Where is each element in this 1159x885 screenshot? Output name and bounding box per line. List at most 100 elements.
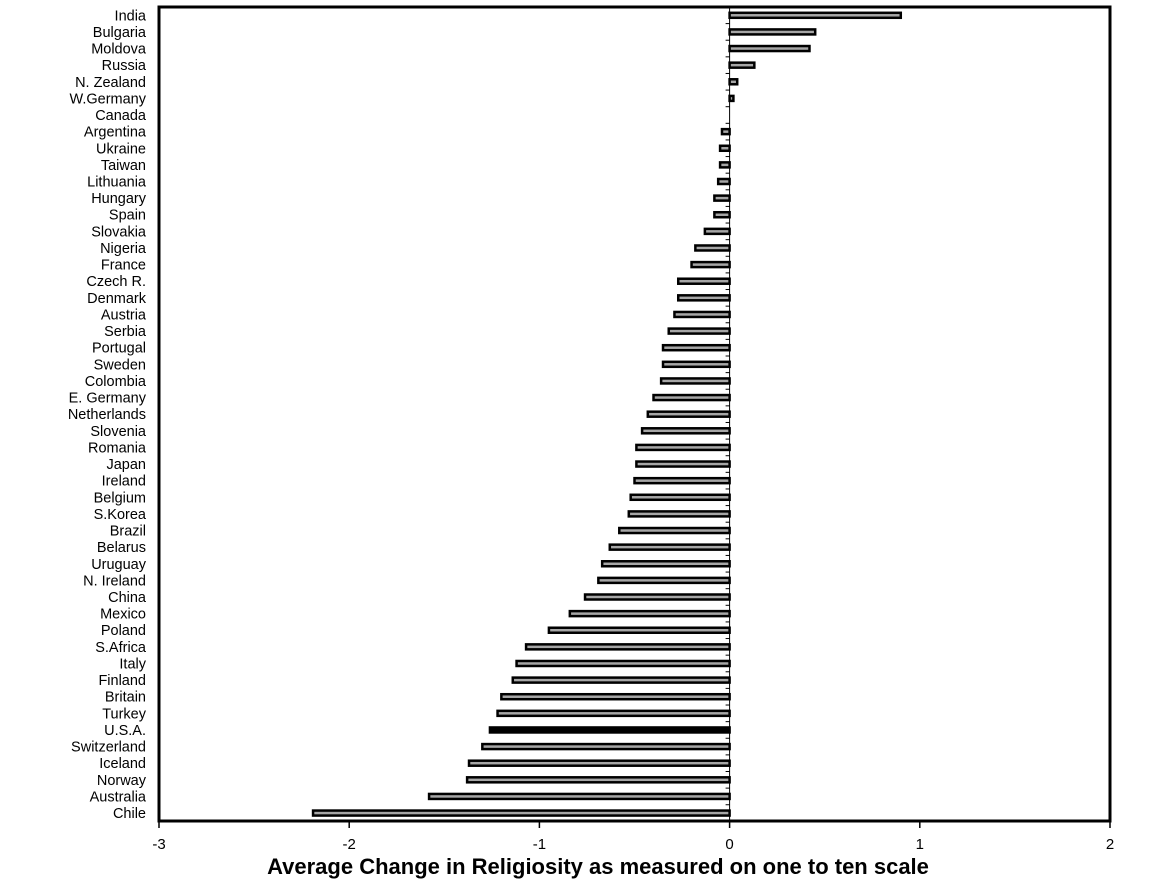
bar-w-germany — [728, 94, 735, 103]
bar-china — [583, 593, 731, 601]
bar-austria — [673, 310, 731, 319]
bar-slovakia — [703, 227, 731, 236]
bar-hungary — [713, 194, 731, 202]
bar-norway — [465, 776, 731, 784]
category-label-russia: Russia — [102, 58, 147, 74]
bar-denmark — [676, 294, 731, 302]
category-label-iceland: Iceland — [99, 756, 146, 772]
bar-belarus — [608, 543, 731, 551]
bar-u-s-a — [488, 726, 731, 734]
category-label-brazil: Brazil — [110, 524, 146, 540]
category-label-nigeria: Nigeria — [100, 241, 147, 257]
category-label-hungary: Hungary — [91, 191, 147, 207]
category-label-w-germany: W.Germany — [69, 91, 146, 107]
category-label-moldova: Moldova — [91, 42, 147, 58]
bar-turkey — [496, 709, 731, 718]
x-axis-title: Average Change in Religiosity as measure… — [267, 854, 929, 879]
bar-ireland — [633, 476, 731, 485]
bar-s-korea — [627, 510, 731, 518]
category-label-sweden: Sweden — [94, 357, 146, 373]
category-label-romania: Romania — [88, 440, 147, 456]
category-label-chile: Chile — [113, 806, 146, 822]
category-label-slovenia: Slovenia — [90, 424, 147, 440]
x-axis-group: -3 -2 -1 0 1 2 — [152, 821, 1114, 853]
bar-czech-r — [676, 277, 731, 285]
bar-sweden — [661, 360, 731, 369]
bar-brazil — [618, 526, 731, 535]
category-label-norway: Norway — [97, 773, 147, 789]
bar-e-germany — [652, 393, 731, 402]
bar-n-ireland — [597, 576, 731, 585]
category-label-slovakia: Slovakia — [91, 224, 147, 240]
bar-n-zealand — [728, 78, 739, 86]
category-label-switzerland: Switzerland — [71, 740, 146, 756]
x-tick-label: 2 — [1106, 836, 1114, 853]
category-label-france: France — [101, 258, 146, 274]
category-label-canada: Canada — [95, 108, 147, 124]
bar-serbia — [667, 327, 731, 335]
bar-italy — [515, 659, 731, 668]
category-label-belgium: Belgium — [94, 490, 146, 506]
category-label-ukraine: Ukraine — [96, 141, 146, 157]
bar-netherlands — [646, 410, 731, 418]
category-label-italy: Italy — [119, 656, 146, 672]
category-label-czech-r: Czech R. — [86, 274, 146, 290]
category-label-s-africa: S.Africa — [95, 640, 147, 656]
category-label-uruguay: Uruguay — [91, 557, 147, 573]
bar-france — [690, 260, 731, 269]
bar-russia — [728, 61, 756, 69]
category-label-n-zealand: N. Zealand — [75, 75, 146, 91]
bar-australia — [427, 792, 731, 801]
category-label-belarus: Belarus — [97, 540, 146, 556]
bar-s-africa — [524, 643, 731, 651]
bar-ukraine — [718, 144, 731, 153]
category-label-argentina: Argentina — [84, 125, 147, 141]
bar-uruguay — [600, 560, 731, 568]
category-label-n-ireland: N. Ireland — [83, 573, 146, 589]
category-label-taiwan: Taiwan — [101, 158, 146, 174]
category-label-lithuania: Lithuania — [87, 175, 147, 191]
bar-argentina — [720, 127, 731, 136]
category-label-u-s-a: U.S.A. — [104, 723, 146, 739]
bar-switzerland — [481, 742, 731, 751]
bar-belgium — [629, 493, 731, 502]
x-tick-label: -2 — [343, 836, 356, 853]
category-label-s-korea: S.Korea — [94, 507, 147, 523]
bar-japan — [635, 460, 731, 468]
category-label-finland: Finland — [98, 673, 146, 689]
bar-nigeria — [694, 244, 731, 252]
category-label-denmark: Denmark — [87, 291, 147, 307]
category-label-britain: Britain — [105, 690, 146, 706]
bar-taiwan — [718, 161, 731, 169]
bar-iceland — [467, 759, 731, 767]
category-label-e-germany: E. Germany — [69, 391, 147, 407]
x-tick-label: -3 — [152, 836, 165, 853]
bars-group — [311, 7, 903, 822]
x-tick-label: 1 — [916, 836, 924, 853]
bar-india — [728, 11, 903, 20]
category-label-ireland: Ireland — [102, 474, 146, 490]
bar-poland — [547, 626, 731, 634]
bar-bulgaria — [728, 28, 817, 36]
bar-colombia — [659, 377, 731, 385]
category-label-colombia: Colombia — [85, 374, 147, 390]
bar-moldova — [728, 44, 811, 53]
category-label-bulgaria: Bulgaria — [93, 25, 147, 41]
category-label-india: India — [115, 8, 147, 24]
category-label-serbia: Serbia — [104, 324, 147, 340]
category-label-austria: Austria — [101, 307, 147, 323]
x-tick-label: -1 — [533, 836, 546, 853]
category-label-spain: Spain — [109, 208, 146, 224]
category-label-mexico: Mexico — [100, 607, 146, 623]
plot-frame — [157, 5, 1112, 823]
category-label-poland: Poland — [101, 623, 146, 639]
category-label-netherlands: Netherlands — [68, 407, 146, 423]
category-label-portugal: Portugal — [92, 341, 146, 357]
bar-slovenia — [640, 427, 731, 435]
bar-finland — [511, 676, 731, 684]
category-label-china: China — [108, 590, 147, 606]
category-label-australia: Australia — [90, 789, 147, 805]
bar-romania — [635, 443, 731, 452]
